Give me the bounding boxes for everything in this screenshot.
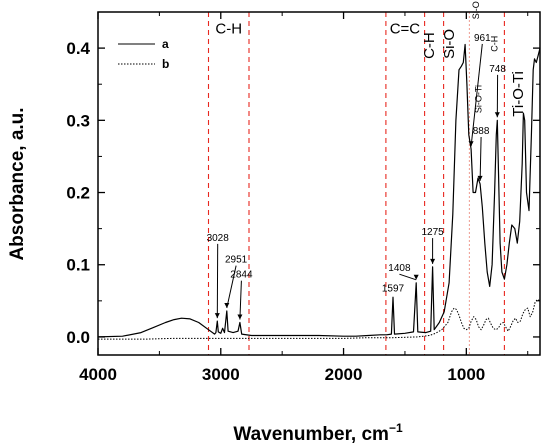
small-bond-label: Si-O [471,1,481,19]
x-axis-title-superscript: −1 [389,421,403,435]
y-axis-title: Absorbance, a.u. [7,107,28,260]
x-tick-label: 3000 [202,365,240,384]
y-tick-label: 0.1 [66,256,90,275]
peak-label: 2951 [225,255,248,266]
x-tick-label: 2000 [325,365,363,384]
peak-arrow [479,136,482,181]
legend-label-a: a [162,37,169,51]
peak-arrowhead [468,141,474,147]
peak-label: 961 [474,33,491,44]
region-label: C-H [421,32,438,59]
peak-arrow [239,280,242,320]
peak-arrowhead [237,314,243,320]
region-label: C-H [215,21,242,38]
peak-label: 2844 [230,270,253,281]
region-label: Ti-O-Ti [510,71,527,117]
region-label: C=C [390,21,421,38]
region-label: Si-O [441,29,458,59]
peak-annotations: C-H C=CC-H Si-OTi-O-TiSi-OC-HSi-O-Ti302829… [207,1,527,320]
series-line-a [97,43,541,338]
series-layer [97,43,541,340]
y-tick-label: 0.4 [66,39,90,58]
peak-arrowhead [494,112,500,118]
peak-arrowhead [224,303,230,308]
small-bond-label: Si-O-Ti [474,85,484,113]
plot-frame [97,11,541,356]
y-tick-label: 0.3 [66,111,90,130]
series-line-b [98,298,541,340]
x-axis-title: Wavenumber, cm−1 [233,421,403,445]
peak-arrowhead [477,175,483,181]
peak-arrowhead [214,313,220,319]
peak-arrowhead [430,258,436,264]
legend: a b [118,37,169,71]
peak-arrowhead [413,274,419,280]
svg-text:Wavenumber, cm−1: Wavenumber, cm−1 [233,421,403,445]
peak-arrow [226,265,237,309]
axis-ticks: 4000 3000 2000 1000 0.0 0.1 0.2 0.3 0.4 [66,11,540,384]
reference-lines [207,12,505,355]
peak-label: 1597 [382,284,405,295]
x-tick-label: 4000 [79,365,117,384]
legend-label-b: b [162,57,169,71]
peak-arrow [470,43,483,147]
peak-arrow [399,273,417,281]
peak-label: 3028 [207,233,230,244]
peak-label: 748 [489,64,506,75]
peak-label: 1275 [421,227,444,238]
peak-label: 1408 [388,263,411,274]
small-bond-label: C-H [490,36,500,52]
y-tick-label: 0.0 [66,328,90,347]
x-tick-label: 1000 [447,365,485,384]
y-tick-label: 0.2 [66,184,90,203]
x-axis-title-text: Wavenumber, cm [233,424,389,445]
peak-label: 888 [473,126,490,137]
